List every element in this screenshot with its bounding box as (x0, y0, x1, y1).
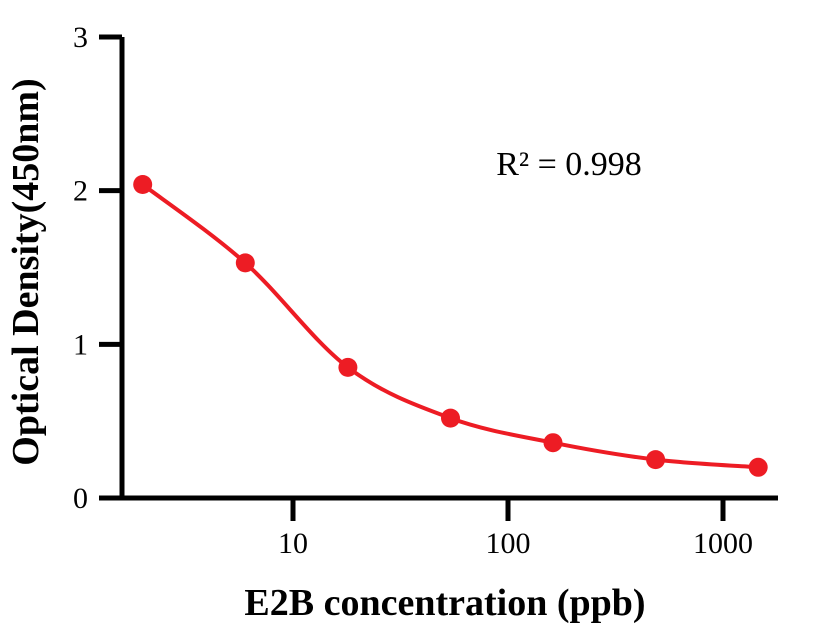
x-tick-label-100: 100 (486, 527, 531, 560)
y-tick-label-2: 2 (73, 175, 88, 208)
data-point-162ppb (543, 433, 563, 453)
y-axis-title: Optical Density(450nm) (5, 78, 47, 466)
data-point-18ppb (338, 357, 358, 377)
data-point-54ppb (441, 408, 460, 428)
y-tick-label-1: 1 (73, 328, 88, 361)
x-tick-label-10: 10 (278, 527, 308, 560)
y-tick-label-3: 3 (73, 21, 88, 54)
data-point-1458ppb (748, 457, 768, 477)
data-point-486ppb (646, 450, 666, 470)
x-axis-title: E2B concentration (ppb) (244, 582, 646, 624)
data-point-6ppb (235, 253, 255, 273)
y-tick-label-0: 0 (73, 482, 88, 515)
data-point-2ppb (133, 175, 153, 194)
x-tick-label-1000: 1000 (693, 527, 753, 560)
r-squared-annotation: R² = 0.998 (496, 146, 642, 183)
